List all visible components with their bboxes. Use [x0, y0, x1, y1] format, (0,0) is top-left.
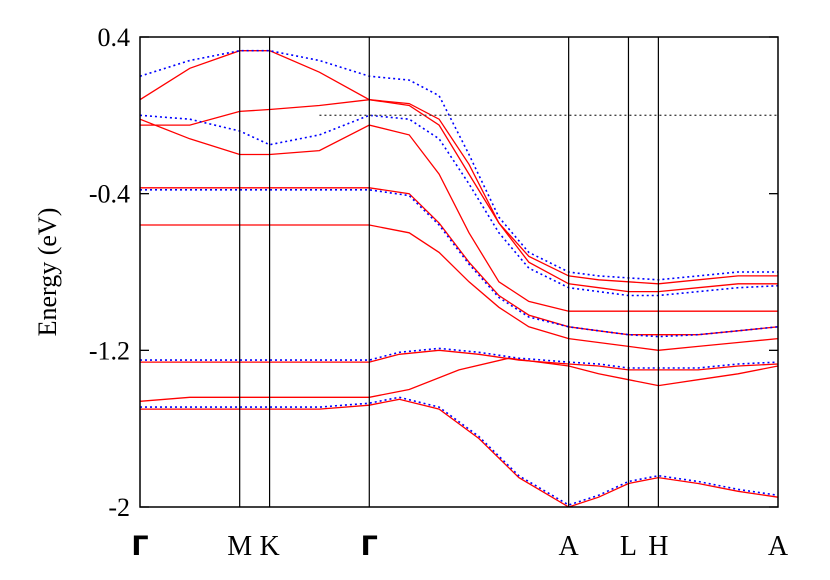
kpoint-label-1: M — [227, 531, 252, 562]
dotted-band-11 — [140, 347, 778, 369]
solid-band-5 — [140, 349, 778, 371]
solid-band-7 — [140, 398, 778, 507]
series-layer — [140, 49, 778, 507]
y-axis-label: Energy (eV) — [33, 208, 62, 337]
solid-band-1 — [140, 99, 778, 293]
solid-band-3 — [140, 187, 778, 336]
dotted-band-9 — [140, 114, 778, 297]
kpoint-label-6: H — [648, 531, 668, 562]
kpoint-label-3: Γ — [361, 531, 378, 562]
solid-band-2 — [140, 118, 778, 312]
kpoint-label-2: K — [259, 531, 279, 562]
plot-frame — [139, 36, 779, 508]
solid-band-6 — [140, 357, 778, 402]
ytick-label-3: -2 — [108, 493, 130, 522]
kpoint-label-4: A — [559, 531, 580, 562]
kpoint-label-5: L — [620, 531, 637, 562]
dotted-band-12 — [140, 396, 778, 506]
ytick-label-0: 0.4 — [98, 23, 131, 52]
kpoint-label-7: A — [768, 531, 789, 562]
ytick-label-2: -1.2 — [89, 336, 130, 365]
solid-band-4 — [140, 224, 778, 351]
solid-band-0 — [140, 50, 778, 285]
kpoint-lines — [239, 37, 659, 507]
dotted-band-8 — [140, 49, 778, 281]
y-axis: 0.4 -0.4 -1.2 -2 — [89, 23, 778, 522]
ytick-label-1: -0.4 — [89, 180, 130, 209]
kpoint-label-0: Γ — [131, 531, 148, 562]
